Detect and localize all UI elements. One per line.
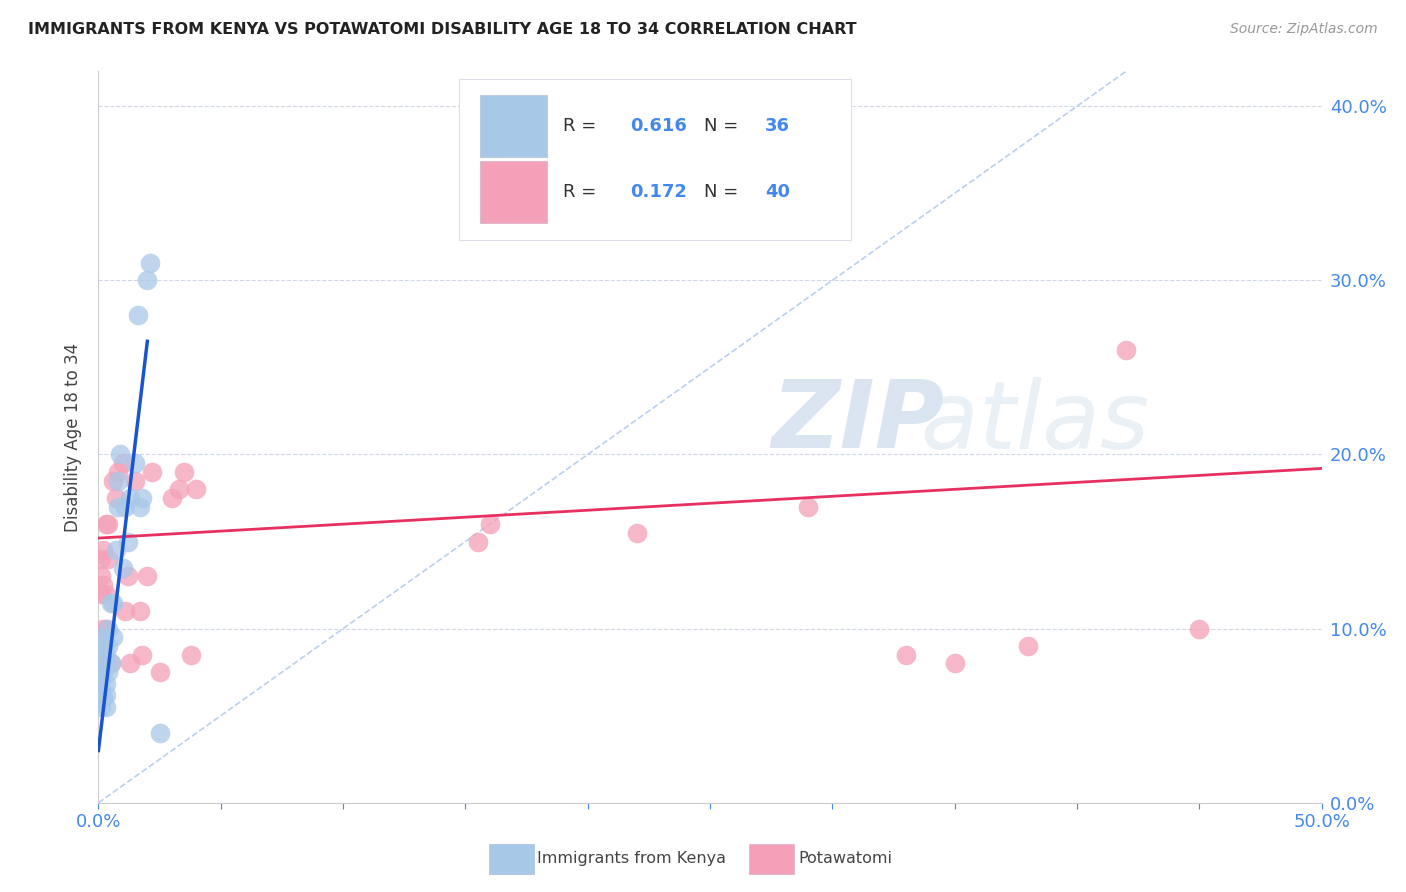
Text: ZIP: ZIP: [772, 376, 943, 468]
Point: [1017, 639, 1039, 653]
Point: [91, 665, 114, 680]
Point: [894, 648, 917, 662]
Point: [91, 657, 114, 671]
Point: [124, 456, 146, 470]
Text: R =: R =: [564, 183, 602, 201]
Point: [97, 552, 120, 566]
Point: [943, 657, 966, 671]
Text: Potawatomi: Potawatomi: [799, 852, 893, 866]
Point: [90, 682, 112, 697]
FancyBboxPatch shape: [479, 95, 547, 157]
Y-axis label: Disability Age 18 to 34: Disability Age 18 to 34: [65, 343, 83, 532]
Text: R =: R =: [564, 117, 602, 136]
Point: [114, 500, 136, 514]
Point: [1115, 343, 1137, 357]
Point: [186, 483, 208, 497]
Text: 0.172: 0.172: [630, 183, 688, 201]
Point: [149, 665, 172, 680]
Point: [100, 657, 122, 671]
Point: [180, 648, 202, 662]
Point: [120, 491, 142, 505]
Point: [127, 308, 149, 322]
Point: [110, 448, 132, 462]
Point: [101, 631, 124, 645]
Point: [94, 517, 117, 532]
Point: [94, 622, 117, 636]
Point: [91, 691, 114, 706]
Point: [104, 543, 127, 558]
Point: [101, 595, 124, 609]
Text: 0.616: 0.616: [630, 117, 688, 136]
Text: Immigrants from Kenya: Immigrants from Kenya: [537, 852, 725, 866]
Point: [90, 673, 112, 688]
Point: [117, 569, 139, 583]
Point: [173, 465, 195, 479]
Point: [94, 648, 117, 662]
Point: [124, 474, 146, 488]
Point: [107, 474, 129, 488]
Point: [104, 491, 127, 505]
Point: [131, 648, 153, 662]
Point: [94, 688, 117, 702]
Point: [160, 491, 183, 505]
Point: [97, 639, 120, 653]
Point: [136, 273, 159, 287]
Point: [100, 657, 122, 671]
Point: [90, 569, 112, 583]
Point: [1188, 622, 1211, 636]
Point: [111, 560, 134, 574]
Text: IMMIGRANTS FROM KENYA VS POTAWATOMI DISABILITY AGE 18 TO 34 CORRELATION CHART: IMMIGRANTS FROM KENYA VS POTAWATOMI DISA…: [28, 22, 856, 37]
Point: [91, 543, 114, 558]
Point: [90, 700, 112, 714]
Point: [117, 534, 139, 549]
Text: N =: N =: [704, 183, 744, 201]
Text: atlas: atlas: [772, 377, 1150, 468]
Point: [97, 622, 120, 636]
Point: [139, 256, 162, 270]
Point: [91, 578, 114, 592]
Point: [129, 500, 152, 514]
Point: [131, 491, 153, 505]
Point: [107, 500, 129, 514]
Point: [91, 631, 114, 645]
Point: [107, 465, 129, 479]
Point: [136, 569, 159, 583]
Text: 40: 40: [765, 183, 790, 201]
FancyBboxPatch shape: [460, 78, 851, 240]
Point: [797, 500, 820, 514]
Point: [91, 657, 114, 671]
Point: [114, 604, 136, 618]
Point: [101, 474, 124, 488]
Point: [467, 534, 489, 549]
Point: [626, 525, 648, 540]
Point: [97, 665, 120, 680]
Point: [149, 726, 172, 740]
FancyBboxPatch shape: [479, 161, 547, 223]
Point: [120, 657, 142, 671]
Point: [90, 587, 112, 601]
Point: [167, 483, 190, 497]
Point: [141, 465, 163, 479]
Point: [94, 587, 117, 601]
Text: 36: 36: [765, 117, 790, 136]
Point: [90, 665, 112, 680]
Point: [91, 622, 114, 636]
Point: [94, 677, 117, 691]
Point: [129, 604, 152, 618]
Text: N =: N =: [704, 117, 744, 136]
Point: [97, 517, 120, 532]
Point: [91, 639, 114, 653]
Point: [111, 456, 134, 470]
Point: [90, 691, 112, 706]
Point: [478, 517, 501, 532]
Point: [100, 595, 122, 609]
Point: [94, 700, 117, 714]
Point: [90, 552, 112, 566]
Text: Source: ZipAtlas.com: Source: ZipAtlas.com: [1230, 22, 1378, 37]
